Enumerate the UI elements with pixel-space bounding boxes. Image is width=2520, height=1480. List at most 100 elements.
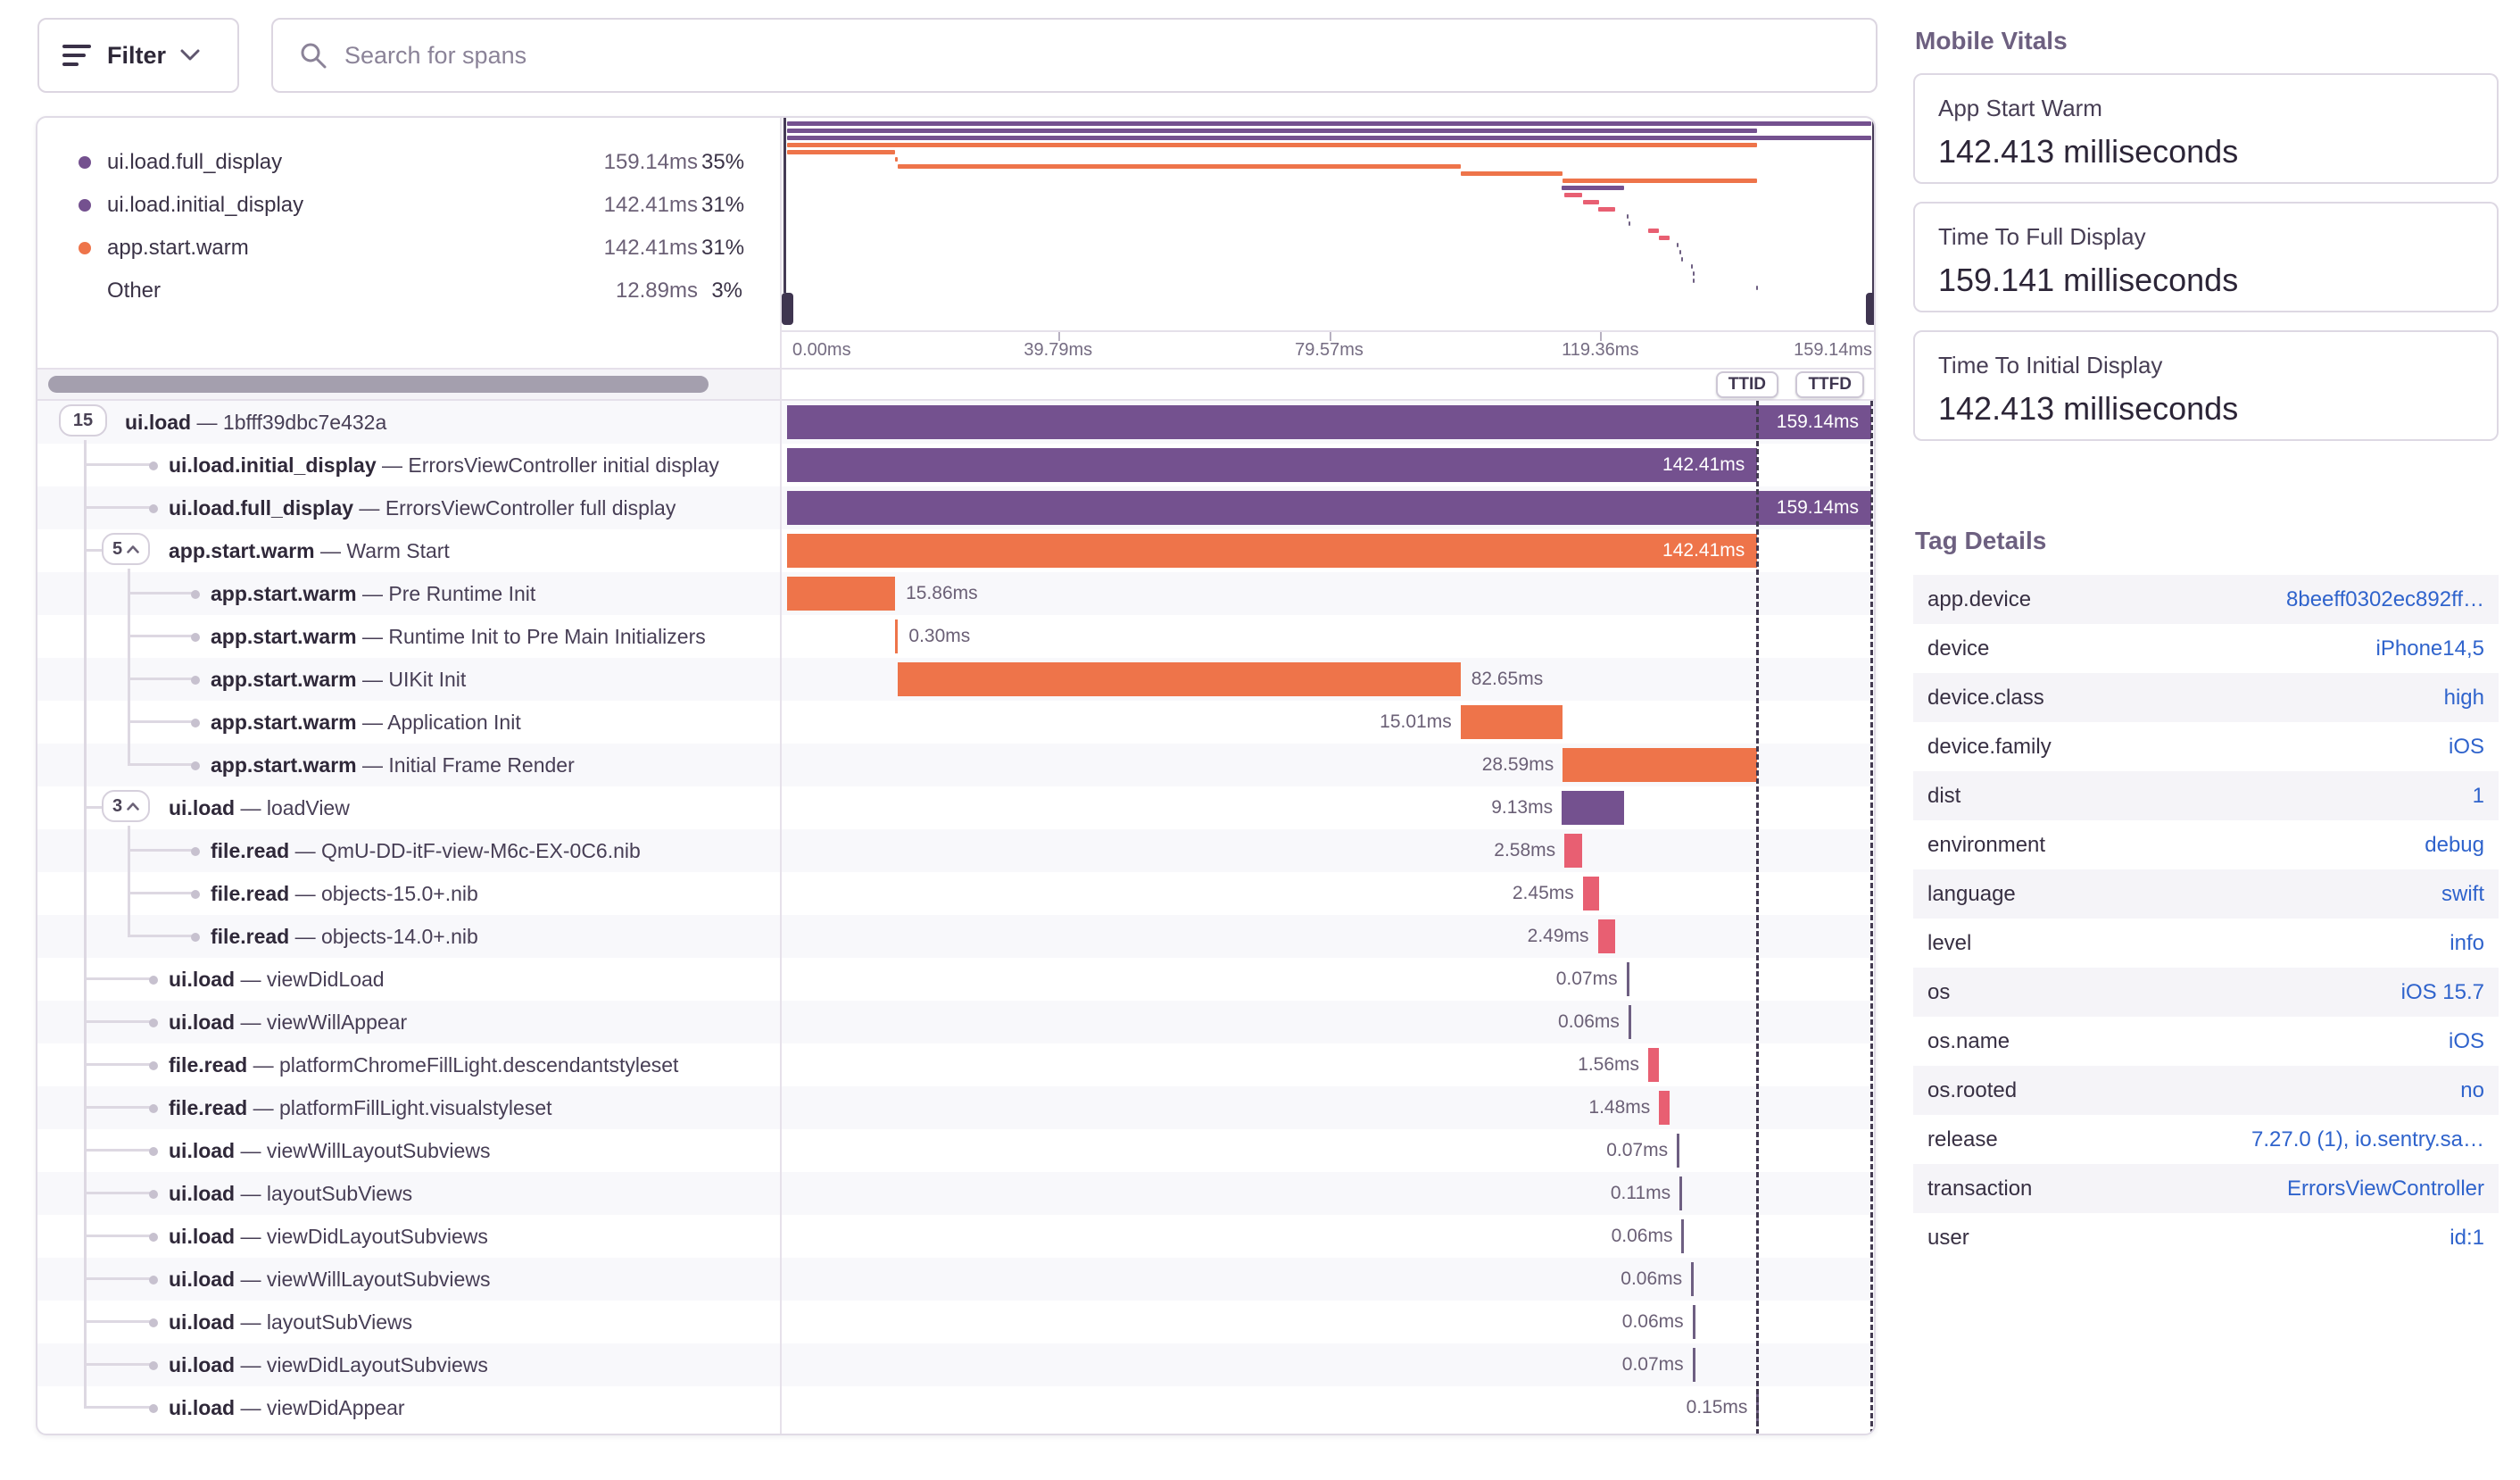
span-gantt-cell[interactable]: 1.48ms xyxy=(782,1086,1874,1129)
span-row[interactable]: ui.load — viewWillLayoutSubviews 0.06ms xyxy=(37,1258,1874,1301)
ttfd-button[interactable]: TTFD xyxy=(1795,371,1864,398)
span-tree-cell[interactable]: ui.load — viewDidLayoutSubviews xyxy=(37,1343,780,1386)
tag-value-link[interactable]: debug xyxy=(2425,832,2484,857)
ttid-button[interactable]: TTID xyxy=(1715,371,1778,398)
span-tree-cell[interactable]: app.start.warm — Initial Frame Render xyxy=(37,744,780,786)
span-row[interactable]: ui.load — viewWillAppear 0.06ms xyxy=(37,1001,1874,1043)
span-duration-bar[interactable] xyxy=(897,662,1461,696)
span-duration-bar[interactable] xyxy=(1659,1091,1670,1125)
span-gantt-cell[interactable]: 142.41ms xyxy=(782,529,1874,572)
span-gantt-cell[interactable]: 28.59ms xyxy=(782,744,1874,786)
tag-value-link[interactable]: 8beeff0302ec892ff… xyxy=(2286,586,2484,611)
span-gantt-cell[interactable]: 15.01ms xyxy=(782,701,1874,744)
span-gantt-cell[interactable]: 82.65ms xyxy=(782,658,1874,701)
span-count-pill[interactable]: 15 xyxy=(59,404,107,437)
span-row[interactable]: ui.load.full_display — ErrorsViewControl… xyxy=(37,486,1874,529)
tag-value-link[interactable]: no xyxy=(2460,1077,2484,1102)
span-gantt-cell[interactable]: 0.07ms xyxy=(782,958,1874,1001)
span-tree-cell[interactable]: file.read — objects-14.0+.nib xyxy=(37,915,780,958)
span-gantt-cell[interactable]: 0.07ms xyxy=(782,1129,1874,1172)
span-tree-cell[interactable]: app.start.warm — Application Init xyxy=(37,701,780,744)
span-row[interactable]: file.read — objects-14.0+.nib 2.49ms xyxy=(37,915,1874,958)
span-tree-cell[interactable]: 5 app.start.warm — Warm Start xyxy=(37,529,780,572)
span-duration-bar[interactable] xyxy=(1628,1005,1631,1039)
span-tree-cell[interactable]: file.read — platformFillLight.visualstyl… xyxy=(37,1086,780,1129)
span-gantt-cell[interactable]: 2.45ms xyxy=(782,872,1874,915)
span-gantt-cell[interactable]: 15.86ms xyxy=(782,572,1874,615)
span-gantt-cell[interactable]: 0.11ms xyxy=(782,1172,1874,1215)
span-duration-bar[interactable] xyxy=(1460,705,1563,739)
span-row[interactable]: ui.load — viewDidLoad 0.07ms xyxy=(37,958,1874,1001)
span-tree-cell[interactable]: app.start.warm — UIKit Init xyxy=(37,658,780,701)
span-duration-bar[interactable] xyxy=(787,405,1871,439)
legend-item[interactable]: ui.load.full_display 159.14ms 35% xyxy=(37,141,780,184)
span-gantt-cell[interactable]: 0.06ms xyxy=(782,1258,1874,1301)
span-gantt-cell[interactable]: 159.14ms xyxy=(782,401,1874,444)
span-duration-bar[interactable] xyxy=(787,577,896,611)
span-duration-bar[interactable] xyxy=(1582,877,1600,910)
span-duration-bar[interactable] xyxy=(895,619,899,653)
span-duration-bar[interactable] xyxy=(787,448,1758,482)
tree-scrollbar-thumb[interactable] xyxy=(48,376,709,393)
span-tree-cell[interactable]: file.read — platformChromeFillLight.desc… xyxy=(37,1043,780,1086)
legend-item[interactable]: app.start.warm 142.41ms 31% xyxy=(37,227,780,270)
span-duration-bar[interactable] xyxy=(1677,1134,1680,1168)
span-row[interactable]: app.start.warm — Application Init 15.01ms xyxy=(37,701,1874,744)
span-row[interactable]: ui.load — viewDidAppear 0.15ms xyxy=(37,1386,1874,1429)
collapse-toggle-pill[interactable]: 5 xyxy=(102,533,151,565)
span-tree-cell[interactable]: ui.load — viewDidLoad xyxy=(37,958,780,1001)
collapse-toggle-pill[interactable]: 3 xyxy=(102,790,151,822)
span-row[interactable]: ui.load.initial_display — ErrorsViewCont… xyxy=(37,444,1874,486)
span-gantt-cell[interactable]: 2.49ms xyxy=(782,915,1874,958)
span-tree-cell[interactable]: ui.load — viewDidLayoutSubviews xyxy=(37,1215,780,1258)
search-input[interactable]: Search for spans xyxy=(271,18,1878,93)
span-row[interactable]: file.read — QmU-DD-itF-view-M6c-EX-0C6.n… xyxy=(37,829,1874,872)
span-row[interactable]: ui.load — layoutSubViews 0.06ms xyxy=(37,1301,1874,1343)
span-duration-bar[interactable] xyxy=(1563,748,1758,782)
minimap-drag-handle[interactable] xyxy=(782,293,793,325)
span-tree-cell[interactable]: ui.load.full_display — ErrorsViewControl… xyxy=(37,486,780,529)
tag-value-link[interactable]: iPhone14,5 xyxy=(2375,636,2484,661)
span-row[interactable]: app.start.warm — Runtime Init to Pre Mai… xyxy=(37,615,1874,658)
span-duration-bar[interactable] xyxy=(1626,962,1629,996)
span-row[interactable]: 5 app.start.warm — Warm Start 142.41ms xyxy=(37,529,1874,572)
filter-button[interactable]: Filter xyxy=(37,18,239,93)
tag-value-link[interactable]: iOS xyxy=(2448,1028,2484,1053)
span-duration-bar[interactable] xyxy=(1597,919,1615,953)
tag-value-link[interactable]: ErrorsViewController xyxy=(2287,1176,2484,1201)
span-tree-cell[interactable]: app.start.warm — Pre Runtime Init xyxy=(37,572,780,615)
span-row[interactable]: ui.load — layoutSubViews 0.11ms xyxy=(37,1172,1874,1215)
span-duration-bar[interactable] xyxy=(1691,1262,1695,1296)
trace-minimap[interactable] xyxy=(782,118,1874,330)
span-duration-bar[interactable] xyxy=(787,534,1758,568)
span-row[interactable]: file.read — platformFillLight.visualstyl… xyxy=(37,1086,1874,1129)
tag-value-link[interactable]: 1 xyxy=(2472,783,2484,808)
legend-item[interactable]: Other 12.89ms 3% xyxy=(37,270,780,312)
span-duration-bar[interactable] xyxy=(1681,1219,1685,1253)
span-duration-bar[interactable] xyxy=(1692,1305,1695,1339)
span-duration-bar[interactable] xyxy=(1692,1348,1695,1382)
span-tree-cell[interactable]: ui.load — viewWillLayoutSubviews xyxy=(37,1258,780,1301)
span-tree-cell[interactable]: file.read — QmU-DD-itF-view-M6c-EX-0C6.n… xyxy=(37,829,780,872)
span-tree-cell[interactable]: app.start.warm — Runtime Init to Pre Mai… xyxy=(37,615,780,658)
span-tree-cell[interactable]: ui.load — viewDidAppear xyxy=(37,1386,780,1429)
span-gantt-cell[interactable]: 1.56ms xyxy=(782,1043,1874,1086)
span-gantt-cell[interactable]: 2.58ms xyxy=(782,829,1874,872)
span-row[interactable]: ui.load — viewDidLayoutSubviews 0.07ms xyxy=(37,1343,1874,1386)
tag-value-link[interactable]: id:1 xyxy=(2450,1225,2484,1250)
span-duration-bar[interactable] xyxy=(1564,834,1582,868)
span-row[interactable]: 3 ui.load — loadView 9.13ms xyxy=(37,786,1874,829)
tag-value-link[interactable]: iOS xyxy=(2448,734,2484,759)
tag-value-link[interactable]: iOS 15.7 xyxy=(2400,979,2484,1004)
tag-value-link[interactable]: info xyxy=(2450,930,2484,955)
tag-value-link[interactable]: 7.27.0 (1), io.sentry.sa… xyxy=(2251,1127,2484,1152)
span-tree-cell[interactable]: ui.load — viewWillAppear xyxy=(37,1001,780,1043)
span-gantt-cell[interactable]: 0.06ms xyxy=(782,1001,1874,1043)
span-gantt-cell[interactable]: 159.14ms xyxy=(782,486,1874,529)
span-duration-bar[interactable] xyxy=(1648,1048,1659,1082)
span-row[interactable]: 15 ui.load — 1bfff39dbc7e432a 159.14ms xyxy=(37,401,1874,444)
span-gantt-cell[interactable]: 0.06ms xyxy=(782,1301,1874,1343)
column-divider[interactable] xyxy=(780,118,782,1434)
span-tree-cell[interactable]: ui.load.initial_display — ErrorsViewCont… xyxy=(37,444,780,486)
span-tree-cell[interactable]: 3 ui.load — loadView xyxy=(37,786,780,829)
